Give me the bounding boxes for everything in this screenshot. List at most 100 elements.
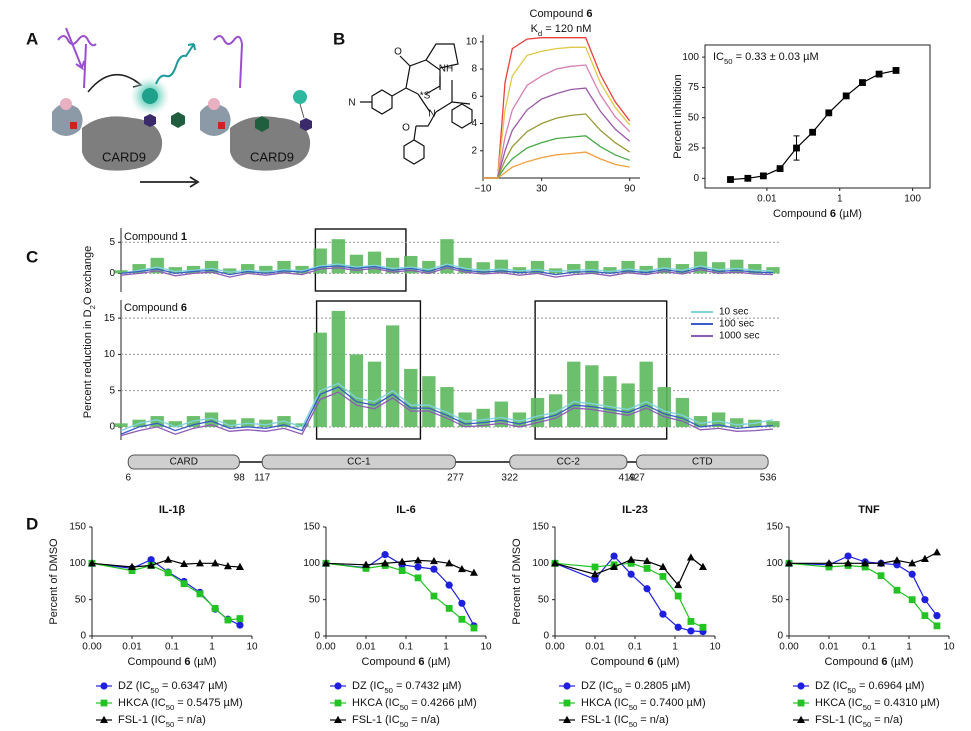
marker bbox=[398, 557, 407, 565]
chart-title-part: 6 bbox=[181, 302, 187, 314]
fluorophore bbox=[293, 90, 307, 104]
legend-label-part: FSL-1 (IC bbox=[118, 714, 166, 726]
y-tick-label: 100 bbox=[682, 52, 699, 63]
y-axis-label: Percent inhibition bbox=[672, 74, 684, 158]
marker bbox=[686, 553, 695, 561]
marker bbox=[180, 580, 188, 588]
marker bbox=[235, 562, 244, 570]
bar bbox=[259, 265, 273, 274]
light-wave bbox=[65, 27, 85, 71]
x-tick-label: 1 bbox=[209, 642, 215, 653]
marker bbox=[797, 699, 805, 707]
marker bbox=[759, 172, 767, 180]
arrow-head bbox=[189, 176, 200, 188]
y-tick-label: 0 bbox=[777, 631, 783, 642]
chart-subtitle-part: d bbox=[538, 29, 542, 38]
chart-title: TNF bbox=[858, 504, 880, 516]
marker bbox=[211, 604, 219, 612]
legend-label-part: DZ (IC bbox=[352, 680, 384, 692]
marker bbox=[844, 559, 853, 567]
x-tick-label: 10 bbox=[943, 642, 955, 653]
marker bbox=[322, 559, 330, 567]
chart-title: Compound 1 bbox=[124, 231, 187, 243]
domain bbox=[127, 454, 240, 470]
marker bbox=[610, 562, 619, 570]
legend-label-part: 50 bbox=[629, 703, 638, 712]
x-tick-label: 0.1 bbox=[399, 642, 413, 653]
y-tick-label: 0 bbox=[314, 631, 320, 642]
chart-title: IL-1β bbox=[159, 504, 186, 516]
marker bbox=[687, 618, 695, 625]
marker bbox=[147, 556, 155, 564]
x-axis-label-part: (µM) bbox=[425, 656, 451, 668]
legend-label-part: HKCA (IC bbox=[352, 697, 400, 709]
legend-label-part: = n/a) bbox=[408, 714, 440, 726]
legend-label-part: HKCA (IC bbox=[118, 697, 166, 709]
legend-label-part: FSL-1 (IC bbox=[352, 714, 400, 726]
marker bbox=[591, 570, 599, 578]
chart-subtitle-part: K bbox=[531, 23, 539, 35]
marker bbox=[414, 563, 422, 571]
chart-title-part: Compound bbox=[124, 231, 181, 243]
marker bbox=[164, 555, 173, 563]
marker bbox=[908, 596, 916, 604]
marker bbox=[674, 580, 683, 589]
legend-label-part: DZ (IC bbox=[815, 680, 847, 692]
marker bbox=[445, 581, 453, 589]
bar bbox=[222, 419, 237, 427]
legend-label-part: = n/a) bbox=[174, 714, 206, 726]
y-axis-label-part: O exchange bbox=[82, 246, 94, 305]
y-tick-label: 75 bbox=[688, 82, 700, 93]
chart-subtitle: Kd = 120 nM bbox=[531, 23, 592, 38]
x-tick-label: 0.01 bbox=[757, 194, 777, 205]
protein-label: CARD9 bbox=[250, 149, 294, 164]
bar bbox=[168, 421, 182, 427]
marker bbox=[334, 699, 342, 707]
marker bbox=[861, 559, 870, 567]
legend-label: FSL-1 (IC50 = n/a) bbox=[118, 714, 206, 729]
x-axis-label-part: 6 bbox=[830, 208, 836, 220]
legend-label-part: FSL-1 (IC bbox=[815, 714, 863, 726]
legend-label-part: 50 bbox=[629, 720, 638, 729]
legend-label-part: DZ (IC bbox=[118, 680, 150, 692]
y-tick-label: 15 bbox=[104, 313, 116, 324]
x-tick-label: 0.1 bbox=[628, 642, 642, 653]
legend-label-part: 50 bbox=[384, 686, 393, 695]
y-tick-label: 100 bbox=[766, 558, 783, 569]
y-tick-label: 150 bbox=[69, 522, 86, 533]
ring bbox=[451, 103, 473, 129]
series-line bbox=[483, 135, 630, 179]
bar bbox=[476, 408, 490, 427]
legend-label: HKCA (IC50 = 0.4266 µM) bbox=[352, 697, 477, 712]
chart-title: Compound 6 bbox=[124, 302, 187, 314]
legend-label: 10 sec bbox=[719, 307, 748, 318]
bar bbox=[241, 264, 255, 274]
marker bbox=[563, 715, 571, 723]
marker bbox=[877, 572, 885, 580]
legend-label-part: 50 bbox=[166, 703, 175, 712]
y-tick-label: 0 bbox=[109, 422, 115, 433]
marker bbox=[362, 560, 370, 568]
marker bbox=[627, 559, 635, 567]
legend-label-part: DZ (IC bbox=[581, 680, 613, 692]
bar bbox=[603, 376, 617, 427]
x-tick-label: 1 bbox=[906, 642, 912, 653]
legend-label-part: FSL-1 (IC bbox=[581, 714, 629, 726]
bar bbox=[349, 354, 364, 427]
legend-label-part: 50 bbox=[400, 703, 409, 712]
legend-label-part: = 0.6347 µM) bbox=[159, 680, 227, 692]
marker bbox=[334, 715, 342, 723]
domain-label: CC-2 bbox=[557, 457, 581, 468]
marker bbox=[381, 551, 389, 559]
marker bbox=[699, 623, 707, 631]
marker bbox=[100, 682, 108, 690]
bar bbox=[114, 270, 128, 274]
series-line bbox=[483, 37, 631, 179]
marker bbox=[458, 615, 466, 623]
domain-label: CC-1 bbox=[347, 457, 371, 468]
y-tick-label: 50 bbox=[688, 112, 700, 123]
marker bbox=[659, 610, 667, 618]
series-line bbox=[120, 265, 774, 276]
panel-label: A bbox=[26, 29, 38, 48]
